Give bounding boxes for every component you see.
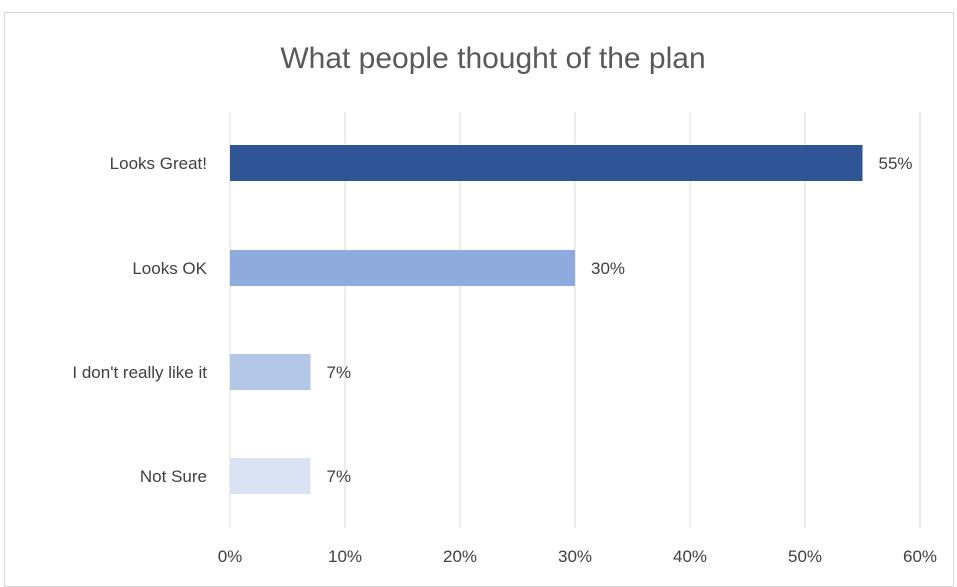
data-label: 55% [879,154,913,173]
category-label: Not Sure [140,467,207,486]
chart-title: What people thought of the plan [280,42,705,75]
bar [230,354,311,390]
data-label: 30% [591,259,625,278]
category-label: Looks OK [132,259,207,278]
x-tick-label: 50% [788,547,822,566]
data-labels: 55% 30% 7% 7% [327,154,913,486]
x-axis-ticks: 0% 10% 20% 30% 40% 50% 60% [218,547,937,566]
category-label: I don't really like it [72,363,207,382]
x-tick-label: 20% [443,547,477,566]
category-label: Looks Great! [110,154,207,173]
x-tick-label: 0% [218,547,243,566]
x-tick-label: 30% [558,547,592,566]
bar [230,250,575,286]
bars [230,145,863,494]
bar [230,458,311,494]
data-label: 7% [327,363,352,382]
x-tick-label: 40% [673,547,707,566]
x-tick-label: 60% [903,547,937,566]
data-label: 7% [327,467,352,486]
category-labels: Looks Great! Looks OK I don't really like … [72,154,207,486]
x-tick-label: 10% [328,547,362,566]
chart-frame [4,12,954,587]
bar [230,145,863,181]
